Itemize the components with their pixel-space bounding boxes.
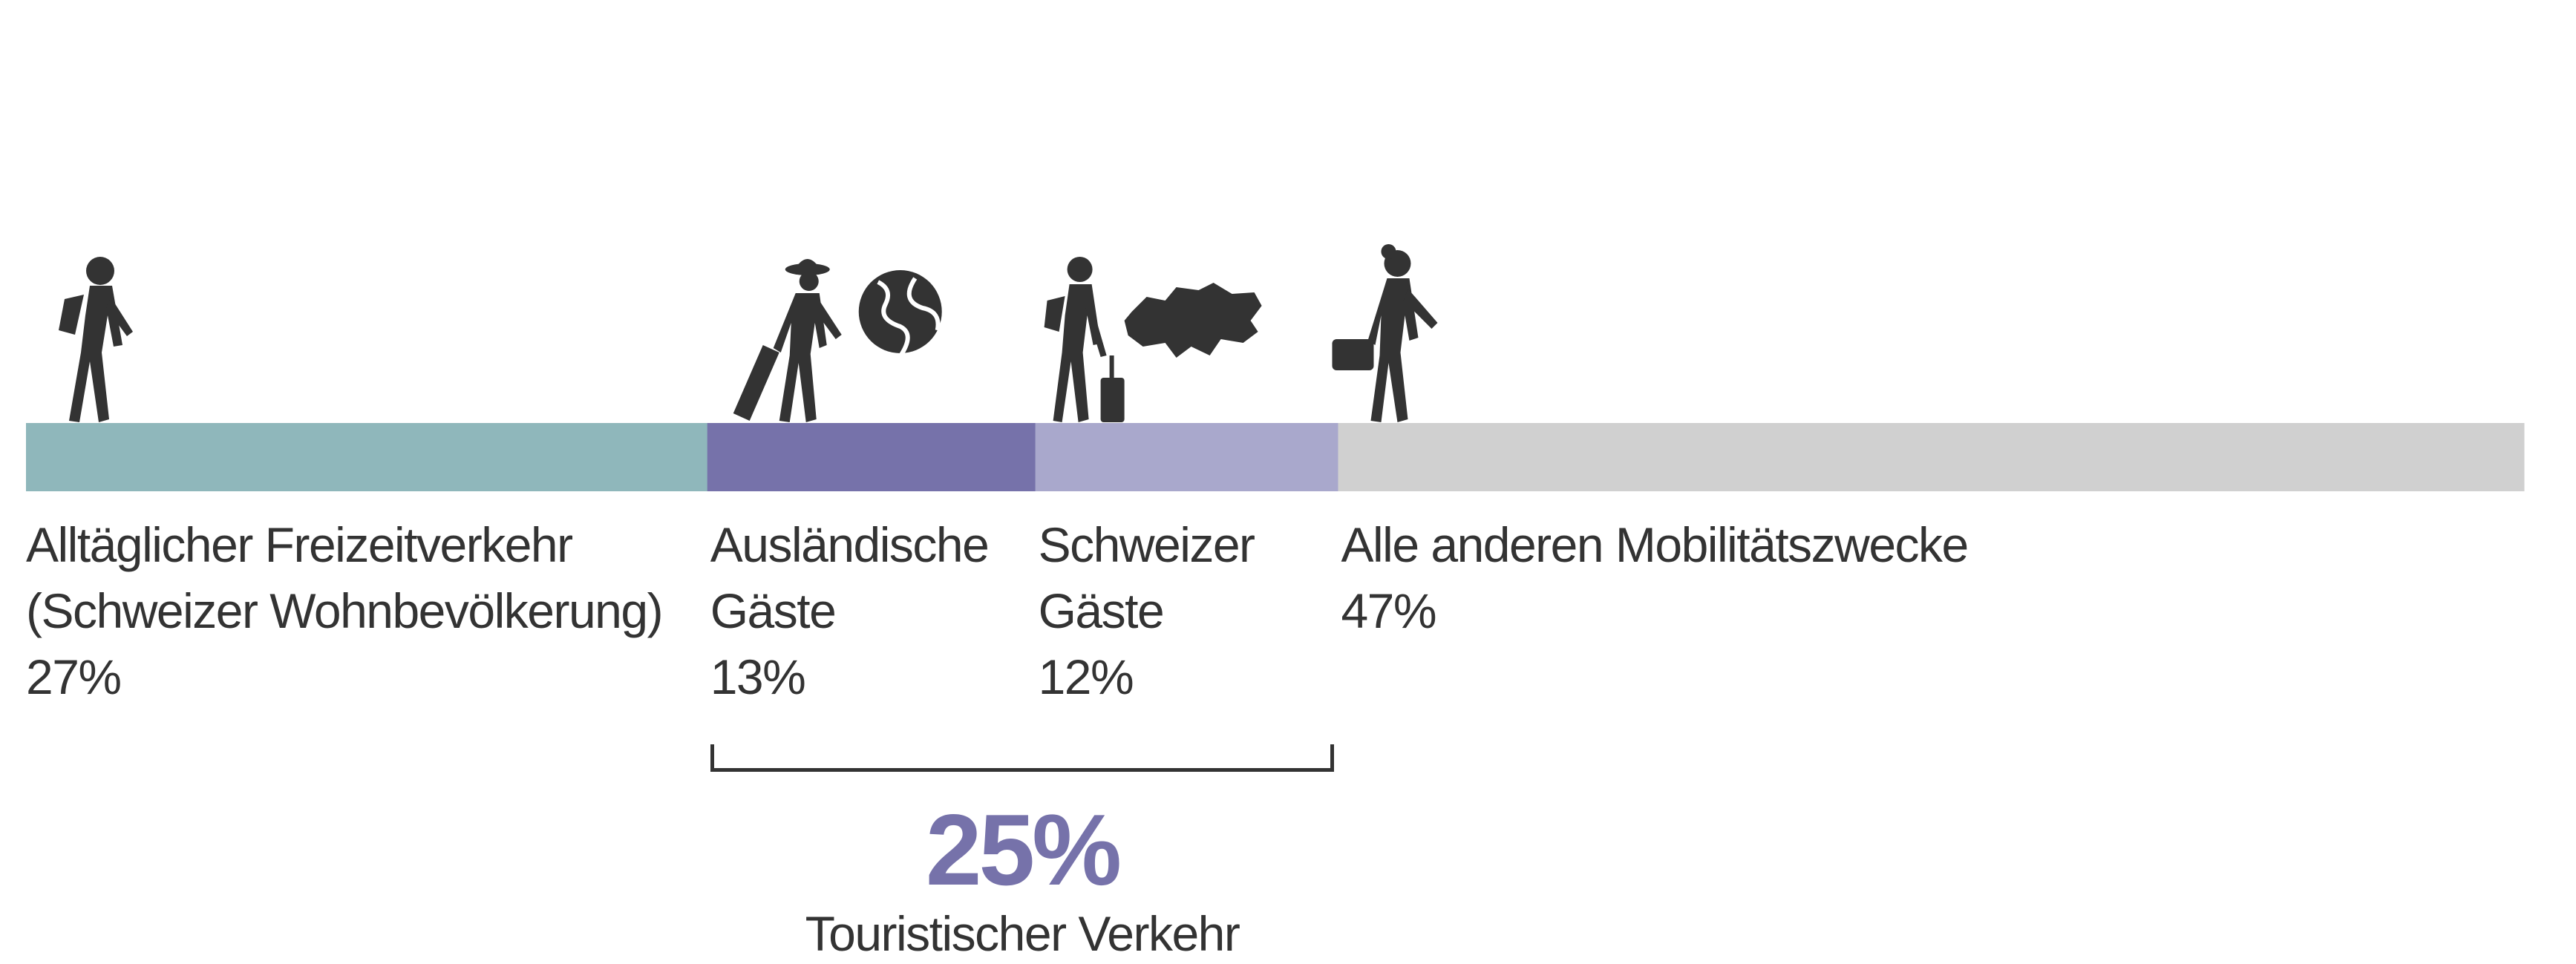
traveler-with-switzerland-map-icon — [1044, 257, 1262, 422]
segment-label-1: Alltäglicher Freizeitverkehr (Schweizer W… — [26, 512, 664, 710]
segment-label-2: Ausländische Gäste 13% — [710, 512, 990, 710]
segment-label-line: Alle anderen Mobilitätszwecke — [1341, 517, 1969, 572]
segment-value-label: 13% — [710, 649, 806, 704]
commuter-with-briefcase-icon — [1332, 244, 1438, 422]
segment-label-4: Alle anderen Mobilitätszwecke 47% — [1341, 512, 1969, 644]
tourism-total-value: 25% — [925, 793, 1122, 906]
icon-group — [59, 244, 1438, 422]
segment-label-line: Schweizer — [1038, 517, 1255, 572]
bar-group — [26, 423, 2525, 491]
bar-segment-3 — [1035, 423, 1338, 491]
segment-label-line: Alltäglicher Freizeitverkehr — [26, 517, 573, 572]
bar-segment-4 — [1338, 423, 2525, 491]
tourist-with-suitcase-and-globe-icon — [733, 259, 942, 422]
segment-label-line: (Schweizer Wohnbevölkerung) — [26, 583, 664, 638]
segment-label-line: Gäste — [710, 583, 837, 638]
bar-segment-1 — [26, 423, 708, 491]
tourism-total-label: Touristischer Verkehr — [805, 906, 1240, 961]
segment-value-label: 12% — [1038, 649, 1134, 704]
segment-value-label: 27% — [26, 649, 122, 704]
segment-label-line: Gäste — [1038, 583, 1165, 638]
bar-segment-2 — [707, 423, 1036, 491]
segment-label-line: Ausländische — [710, 517, 990, 572]
hiker-with-backpack-icon — [59, 257, 133, 422]
segment-value-label: 47% — [1341, 583, 1436, 638]
tourism-bracket — [710, 744, 1334, 772]
segment-label-3: Schweizer Gäste 12% — [1039, 512, 1255, 710]
